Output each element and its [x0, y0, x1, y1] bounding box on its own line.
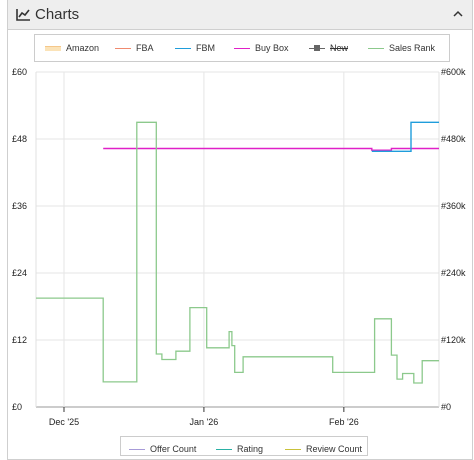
y-right-tick-label: #0: [441, 402, 451, 412]
x-tick-label: Jan '26: [190, 417, 219, 427]
x-tick-label: Dec '25: [49, 417, 79, 427]
y-right-tick-label: #480k: [441, 134, 466, 144]
legend-label: Amazon: [66, 43, 100, 53]
series-line-fbm: [371, 121, 439, 153]
legend-label: Offer Count: [150, 444, 197, 454]
y-left-tick-label: £60: [12, 67, 27, 77]
y-left-tick-label: £12: [12, 335, 27, 345]
chart-series: [36, 121, 439, 384]
y-left-tick-label: £48: [12, 134, 27, 144]
legend-swatch-fbm: [175, 48, 191, 49]
legend-label: Rating: [237, 444, 264, 454]
chart-axes: £0 £12 £24 £36 £48 £60 #0 #120k #240k #360k #480k #…: [12, 67, 466, 427]
y-left-tick-label: £36: [12, 201, 27, 211]
line-chart-icon: [16, 9, 30, 21]
square-marker-icon: [314, 45, 320, 51]
legend-swatch-amazon: [45, 46, 61, 51]
series-line-sales-rank: [36, 121, 439, 384]
series-line-buy-box: [103, 147, 439, 151]
legend-label: Buy Box: [255, 43, 289, 53]
y-right-tick-label: #600k: [441, 67, 466, 77]
legend-swatch-fba: [115, 48, 131, 49]
y-left-tick-label: £24: [12, 268, 27, 278]
legend-label: FBA: [136, 43, 154, 53]
y-left-tick-label: £0: [12, 402, 22, 412]
chevron-up-icon[interactable]: [453, 10, 463, 17]
panel-title: Charts: [35, 6, 80, 23]
legend-label: Sales Rank: [389, 43, 436, 53]
price-history-chart[interactable]: £0 £12 £24 £36 £48 £60 #0 #120k #240k #360k #480k #…: [0, 0, 474, 450]
chart-grid: [35, 71, 440, 408]
legend-label: New: [330, 43, 349, 53]
charts-panel: Charts Amazon FBA FBM Buy Box New Sa: [7, 0, 473, 460]
legend-swatch-sales-rank: [368, 48, 384, 49]
y-right-tick-label: #360k: [441, 201, 466, 211]
y-right-tick-label: #240k: [441, 268, 466, 278]
y-right-tick-label: #120k: [441, 335, 466, 345]
chart-legend: Amazon FBA FBM Buy Box New Sales Rank: [34, 34, 450, 62]
legend-label: Review Count: [306, 444, 363, 454]
legend-swatch-buy-box: [234, 48, 250, 49]
x-tick-label: Feb '26: [329, 417, 359, 427]
legend-label: FBM: [196, 43, 215, 53]
charts-panel-header[interactable]: Charts: [8, 0, 472, 30]
